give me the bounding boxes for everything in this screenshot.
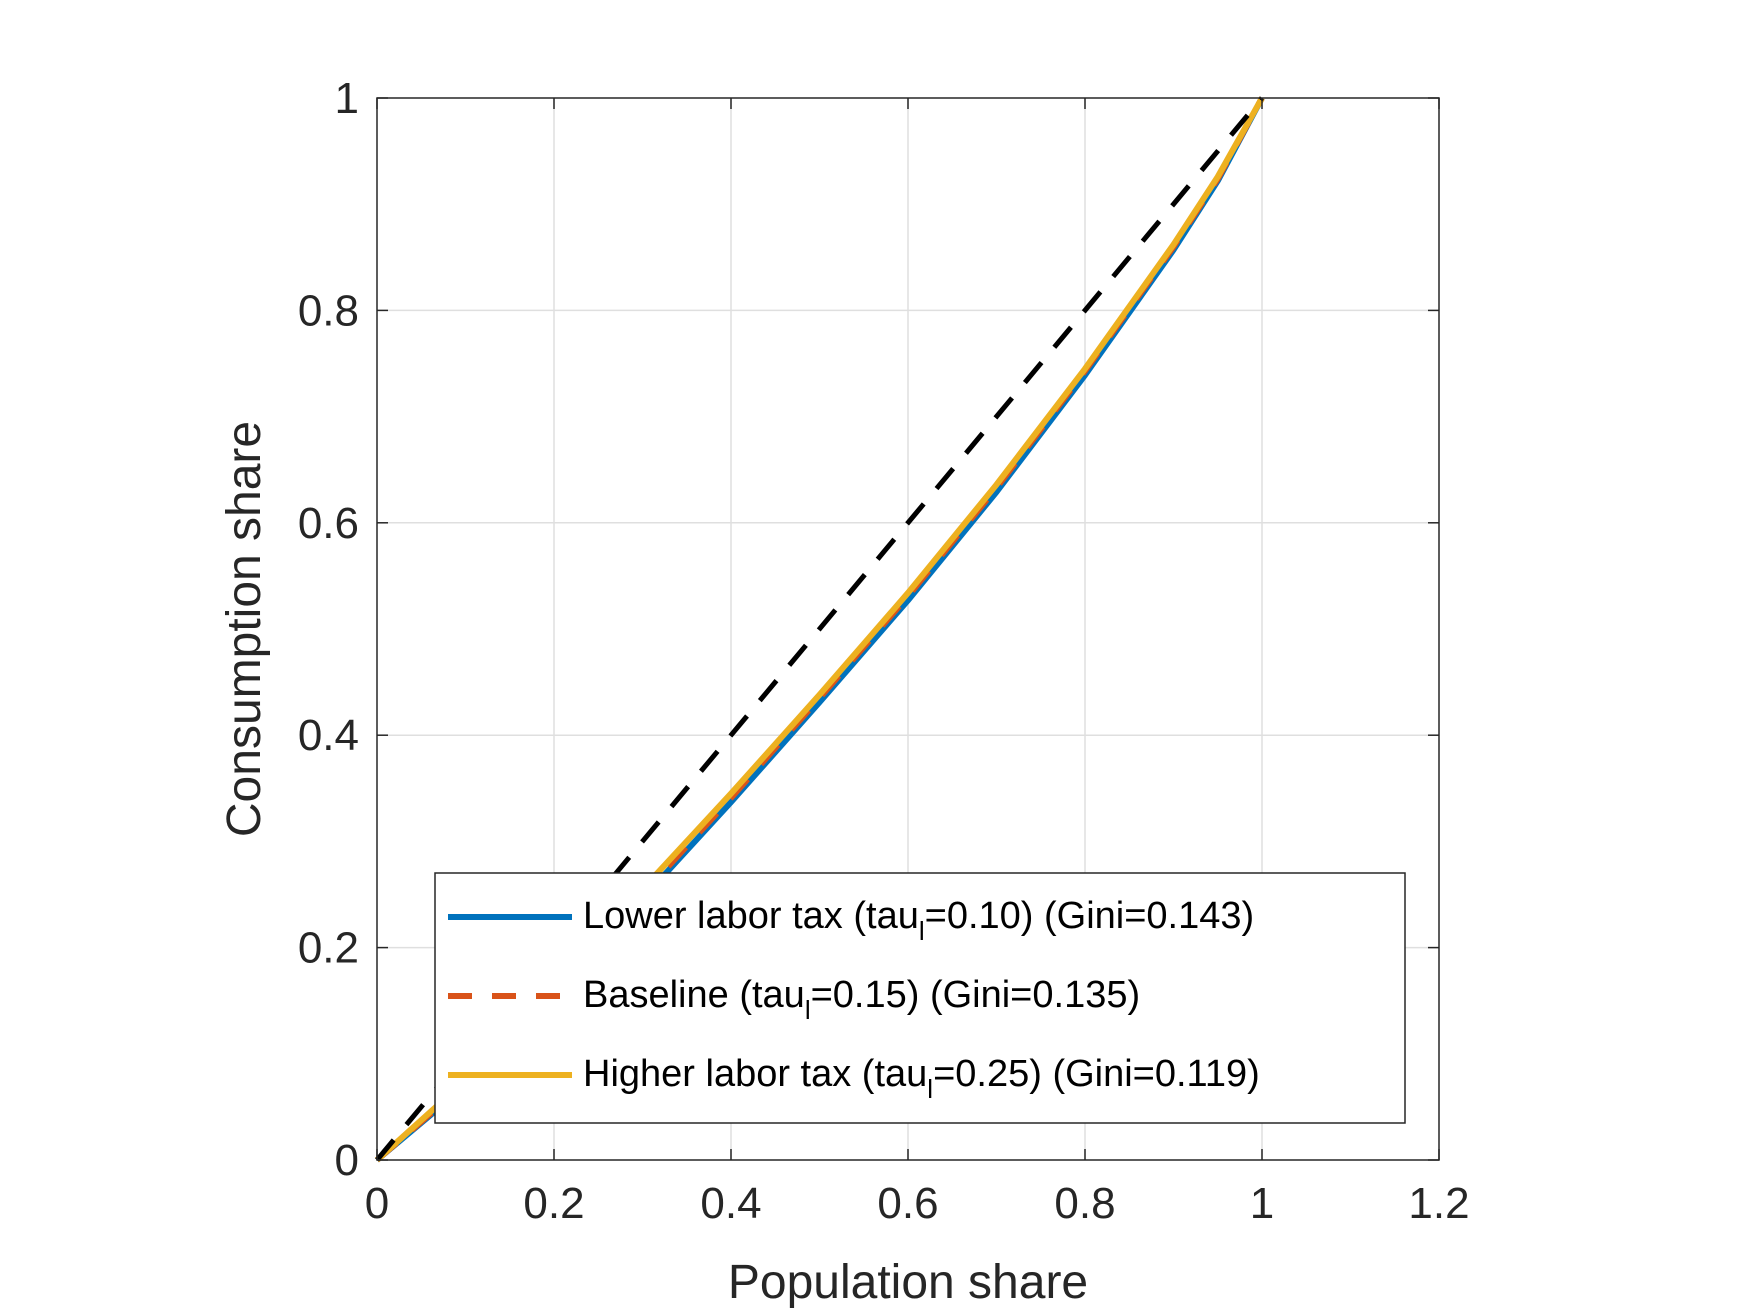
x-tick-label: 0: [365, 1179, 389, 1228]
legend-label: Lower labor tax (taul=0.10) (Gini=0.143): [583, 895, 1254, 946]
ticks: [376, 97, 1440, 1161]
legend-label: Higher labor tax (taul=0.25) (Gini=0.119…: [583, 1053, 1260, 1104]
y-axis-title: Consumption share: [218, 421, 271, 837]
x-tick-label: 0.4: [700, 1179, 761, 1228]
x-axis-title: Population share: [728, 1256, 1088, 1309]
tick-labels: 0 0.2 0.4 0.6 0.8 1 1.2 0 0.2 0.4 0.6 0.8 1: [298, 74, 1470, 1228]
y-tick-label: 1: [335, 74, 359, 123]
y-tick-label: 0.8: [298, 286, 359, 335]
x-tick-label: 1: [1250, 1179, 1274, 1228]
legend: Lower labor tax (taul=0.10) (Gini=0.143)…: [434, 872, 1406, 1124]
x-tick-label: 1.2: [1408, 1179, 1469, 1228]
x-tick-label: 0.8: [1054, 1179, 1115, 1228]
y-tick-label: 0.6: [298, 499, 359, 548]
legend-label: Baseline (taul=0.15) (Gini=0.135): [583, 974, 1140, 1025]
y-tick-label: 0.2: [298, 924, 359, 973]
x-tick-label: 0.6: [877, 1179, 938, 1228]
y-tick-label: 0: [335, 1136, 359, 1185]
y-tick-label: 0.4: [298, 711, 359, 760]
legend-box: [434, 872, 1406, 1124]
x-tick-label: 0.2: [523, 1179, 584, 1228]
